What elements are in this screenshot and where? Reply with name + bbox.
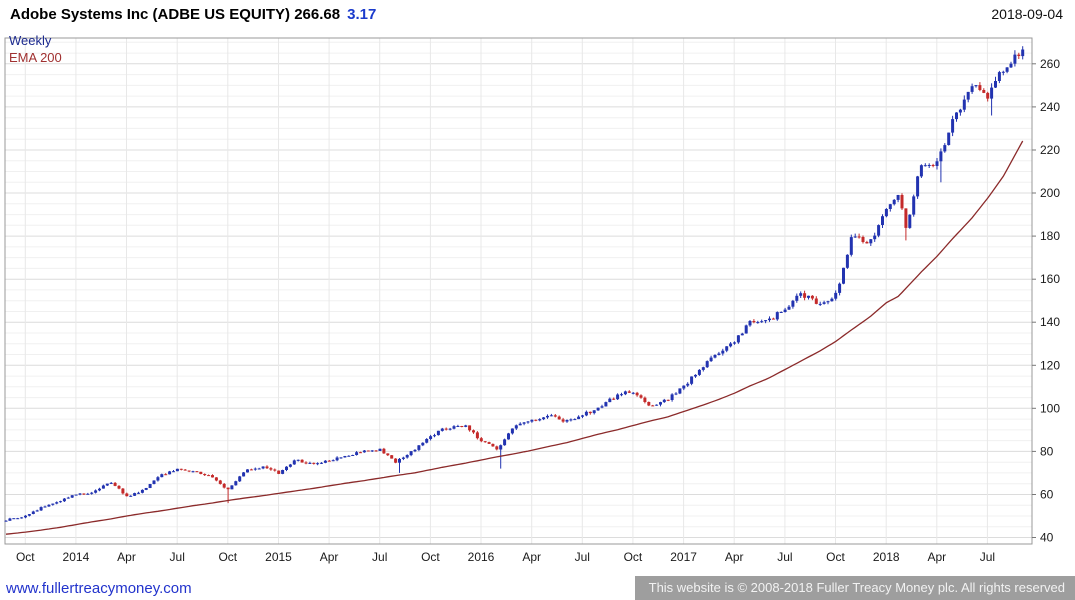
svg-text:Oct: Oct	[218, 550, 237, 564]
svg-text:Oct: Oct	[421, 550, 440, 564]
chart-legend: Weekly EMA 200	[9, 32, 62, 66]
svg-text:Apr: Apr	[117, 550, 136, 564]
svg-text:Apr: Apr	[320, 550, 339, 564]
svg-text:100: 100	[1040, 401, 1060, 415]
instrument-title: Adobe Systems Inc (ADBE US EQUITY) 266.6…	[10, 5, 341, 23]
legend-interval-label: Weekly	[9, 33, 52, 48]
svg-text:60: 60	[1040, 488, 1054, 502]
svg-text:2016: 2016	[468, 550, 495, 564]
legend-ema-label: EMA 200	[9, 50, 62, 65]
svg-text:2018: 2018	[873, 550, 900, 564]
site-link[interactable]: www.fullertreacymoney.com	[6, 579, 192, 597]
svg-text:Oct: Oct	[624, 550, 643, 564]
svg-text:Apr: Apr	[522, 550, 541, 564]
svg-text:Jul: Jul	[170, 550, 185, 564]
svg-text:260: 260	[1040, 57, 1060, 71]
chart-area: 40 60 80 100 120 140 160 180 200 220 240 260 Oct 2014…	[0, 26, 1075, 576]
svg-text:80: 80	[1040, 444, 1054, 458]
copyright-text: This website is © 2008-2018 Fuller Treac…	[634, 576, 1075, 600]
svg-text:2017: 2017	[670, 550, 697, 564]
price-change: 3.17	[347, 5, 377, 23]
svg-text:Apr: Apr	[927, 550, 946, 564]
chart-date: 2018-09-04	[991, 6, 1063, 22]
svg-text:240: 240	[1040, 100, 1060, 114]
svg-text:140: 140	[1040, 315, 1060, 329]
svg-text:Jul: Jul	[980, 550, 995, 564]
chart-header: Adobe Systems Inc (ADBE US EQUITY) 266.6…	[0, 0, 1075, 26]
svg-text:220: 220	[1040, 143, 1060, 157]
svg-text:120: 120	[1040, 358, 1060, 372]
price-chart[interactable]: 40 60 80 100 120 140 160 180 200 220 240 260 Oct 2014…	[0, 26, 1075, 576]
svg-text:40: 40	[1040, 531, 1054, 545]
svg-text:Jul: Jul	[575, 550, 590, 564]
svg-text:180: 180	[1040, 229, 1060, 243]
svg-text:Apr: Apr	[725, 550, 744, 564]
svg-text:Oct: Oct	[826, 550, 845, 564]
svg-text:160: 160	[1040, 272, 1060, 286]
svg-text:200: 200	[1040, 186, 1060, 200]
title-group: Adobe Systems Inc (ADBE US EQUITY) 266.6…	[10, 6, 376, 23]
svg-text:Jul: Jul	[777, 550, 792, 564]
svg-text:2015: 2015	[265, 550, 292, 564]
svg-text:2014: 2014	[63, 550, 90, 564]
svg-text:Jul: Jul	[372, 550, 387, 564]
page-footer: www.fullertreacymoney.com This website i…	[0, 576, 1075, 600]
svg-text:Oct: Oct	[16, 550, 35, 564]
